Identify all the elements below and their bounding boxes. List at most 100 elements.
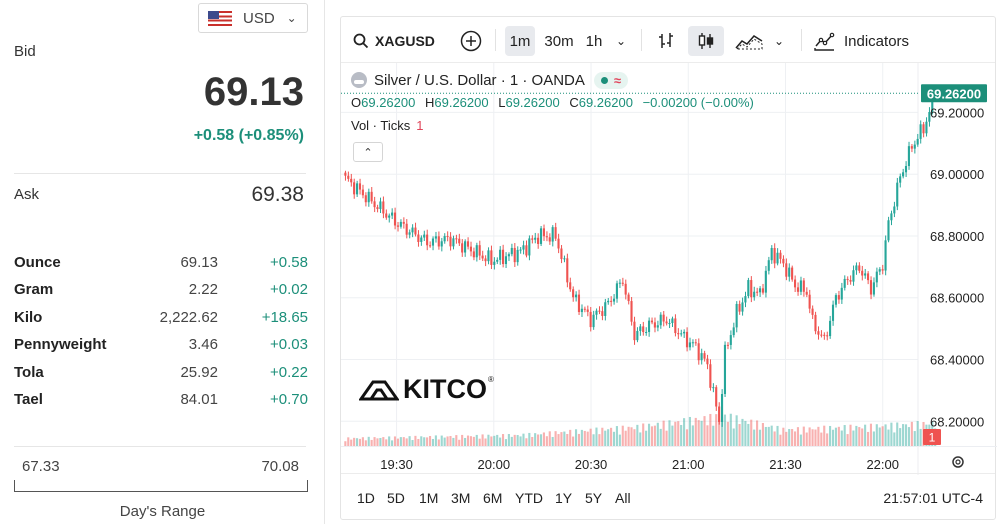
candle-body (393, 212, 397, 226)
volume-bar (756, 420, 759, 446)
range-3m[interactable]: 3M (451, 490, 471, 506)
utc-clock[interactable]: 21:57:01 UTC-4 (883, 490, 983, 506)
range-5d[interactable]: 5D (387, 490, 405, 506)
candle-body (805, 291, 808, 295)
candle-body (858, 265, 861, 271)
candle-body (902, 172, 905, 177)
volume-bar (656, 422, 659, 446)
range-ytd[interactable]: YTD (515, 490, 543, 506)
volume-bar (849, 424, 852, 446)
candle-body (388, 215, 391, 218)
candle-body (791, 267, 794, 280)
collapse-legend-button[interactable]: ⌃ (353, 142, 383, 162)
volume-bar (720, 416, 724, 446)
volume-bar (861, 428, 864, 446)
volume-bar (522, 433, 525, 446)
candle-body (484, 258, 487, 262)
volume-bar (796, 427, 800, 446)
volume-bar (893, 432, 896, 446)
indicators-button[interactable]: Indicators (813, 26, 919, 56)
kitco-logo-icon (359, 380, 399, 400)
unit-price: 84.01 (180, 390, 218, 408)
bar-chart-type-button[interactable] (651, 26, 681, 56)
volume-bar (618, 434, 621, 446)
volume-bar (496, 434, 499, 446)
candle-body (367, 191, 370, 203)
volume-bar (659, 428, 662, 446)
area-chart-type-button[interactable] (733, 26, 765, 56)
candle-body (542, 228, 545, 237)
volume-bar (735, 415, 738, 446)
unit-row: Tola 25.92 +0.22 (14, 364, 308, 391)
compare-symbol-button[interactable] (457, 26, 485, 56)
indicators-label: Indicators (844, 32, 910, 50)
candle-body (610, 300, 613, 302)
candlestick-series (341, 90, 937, 427)
open-key: O (351, 95, 362, 110)
candle-body (843, 278, 846, 288)
volume-bar (589, 428, 592, 446)
candle-body (539, 228, 543, 244)
range-6m[interactable]: 6M (483, 490, 503, 506)
range-1m[interactable]: 1M (419, 490, 439, 506)
candle-body (741, 302, 744, 312)
range-1y[interactable]: 1Y (555, 490, 573, 506)
candle-body (884, 240, 887, 271)
candle-body (785, 263, 788, 277)
candle-body (866, 273, 870, 281)
volume-bar (437, 439, 440, 446)
price-chart[interactable]: 69.20000 69.00000 68.80000 68.60000 68.40000… (341, 63, 997, 475)
volume-bar (685, 429, 689, 446)
candle-body (910, 146, 913, 149)
candle-body (572, 289, 575, 298)
candle-body (449, 236, 452, 247)
range-5y[interactable]: 5Y (585, 490, 603, 506)
symbol-search[interactable]: XAGUSD (349, 26, 439, 56)
volume-bar (916, 421, 919, 446)
volume-bar (758, 429, 762, 446)
interval-30m[interactable]: 30m (544, 32, 574, 50)
candle-body (437, 236, 440, 247)
volume-bar (531, 436, 534, 446)
candle-body (446, 236, 449, 238)
volume-bar (627, 426, 630, 446)
candle-body (630, 301, 633, 322)
candle-body (624, 283, 627, 295)
volume-label: Vol · Ticks (351, 118, 411, 133)
volume-bar (391, 440, 394, 446)
candle-body (861, 270, 864, 276)
volume-bar (557, 434, 560, 446)
volume-bar (753, 429, 756, 446)
candle-body (408, 232, 411, 235)
candle-body (586, 309, 589, 312)
volume-bar (367, 436, 370, 446)
volume-bar (411, 440, 414, 446)
range-1d[interactable]: 1D (357, 490, 375, 506)
market-status-badge[interactable]: ≈ (593, 71, 629, 89)
range-all[interactable]: All (615, 490, 631, 506)
volume-bar (700, 420, 703, 446)
candle-body (735, 303, 738, 328)
chevron-down-icon[interactable]: ⌄ (773, 34, 785, 48)
candle-body (601, 311, 604, 316)
volume-value: 1 (416, 118, 424, 133)
chevron-down-icon[interactable]: ⌄ (615, 34, 627, 48)
candle-body (715, 387, 718, 407)
volume-bar (431, 438, 435, 446)
volume-bar (855, 425, 858, 446)
interval-1h[interactable]: 1h (585, 32, 603, 50)
volume-bar (493, 435, 496, 446)
candle-body (758, 288, 762, 293)
y-tick-label: 69.00000 (930, 167, 984, 182)
unit-row: Ounce 69.13 +0.58 (14, 254, 308, 281)
candle-body (379, 201, 382, 210)
volume-bar (481, 434, 484, 446)
currency-selector[interactable]: USD ⌄ (198, 3, 308, 33)
volume-bar (680, 424, 683, 446)
candles-chart-type-button[interactable] (688, 26, 724, 56)
interval-1m[interactable]: 1m (505, 26, 535, 56)
volume-bar (703, 416, 706, 446)
volume-bar (750, 419, 753, 446)
volume-bar (683, 418, 686, 446)
candle-body (855, 265, 858, 271)
